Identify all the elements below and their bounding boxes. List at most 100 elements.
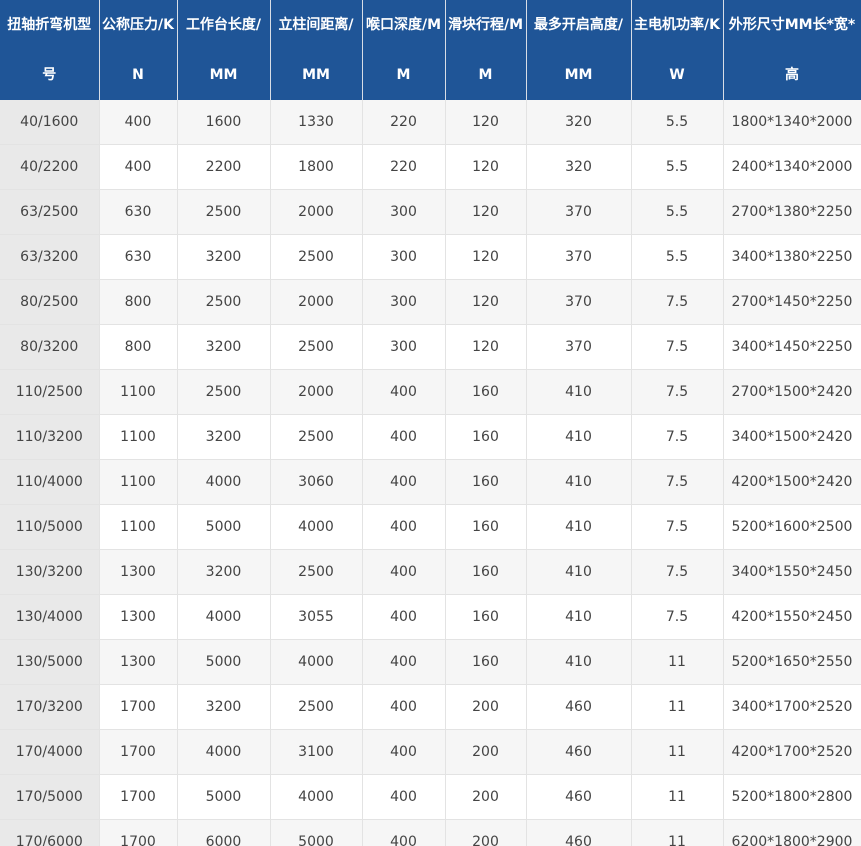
data-cell: 2500	[177, 189, 271, 235]
data-cell: 2400*1340*2000	[723, 144, 861, 190]
data-cell: 410	[526, 504, 632, 550]
header-cell: 最多开启高度/MM	[526, 0, 632, 100]
data-cell: 160	[445, 459, 527, 505]
data-cell: 1700	[99, 684, 178, 730]
data-cell: 370	[526, 234, 632, 280]
data-cell: 11	[631, 729, 724, 775]
data-cell: 3100	[270, 729, 363, 775]
data-cell: 200	[445, 729, 527, 775]
header-cell: 工作台长度/MM	[177, 0, 271, 100]
data-cell: 1800	[270, 144, 363, 190]
data-cell: 400	[362, 819, 446, 846]
model-cell: 40/1600	[0, 100, 100, 145]
data-cell: 2700*1500*2420	[723, 369, 861, 415]
header-cell: 喉口深度/MM	[362, 0, 446, 100]
model-cell: 110/4000	[0, 459, 100, 505]
data-cell: 120	[445, 324, 527, 370]
table-row: 40/1600 400 1600 1330 220 120 320 5.5 1800*1340*…	[0, 100, 861, 145]
data-cell: 2500	[270, 414, 363, 460]
data-cell: 160	[445, 639, 527, 685]
data-cell: 410	[526, 549, 632, 595]
data-cell: 120	[445, 100, 527, 145]
data-cell: 1300	[99, 639, 178, 685]
data-cell: 320	[526, 100, 632, 145]
data-cell: 400	[362, 684, 446, 730]
data-cell: 11	[631, 774, 724, 820]
data-cell: 160	[445, 549, 527, 595]
data-cell: 3400*1450*2250	[723, 324, 861, 370]
header-cell: 扭轴折弯机型号	[0, 0, 100, 100]
data-cell: 2000	[270, 279, 363, 325]
table-row: 130/5000 1300 5000 4000 400 160 410 11 5200*1650…	[0, 639, 861, 685]
data-cell: 220	[362, 144, 446, 190]
header-cell: 公称压力/KN	[99, 0, 178, 100]
model-cell: 130/4000	[0, 594, 100, 640]
data-cell: 160	[445, 369, 527, 415]
data-cell: 320	[526, 144, 632, 190]
data-cell: 5200*1600*2500	[723, 504, 861, 550]
data-cell: 1300	[99, 549, 178, 595]
table-row: 110/5000 1100 5000 4000 400 160 410 7.5 5200*160…	[0, 504, 861, 550]
data-cell: 11	[631, 819, 724, 846]
model-cell: 40/2200	[0, 144, 100, 190]
model-cell: 63/3200	[0, 234, 100, 280]
data-cell: 2500	[177, 369, 271, 415]
data-cell: 2000	[270, 189, 363, 235]
data-cell: 3200	[177, 234, 271, 280]
data-cell: 160	[445, 504, 527, 550]
table-row: 130/4000 1300 4000 3055 400 160 410 7.5 4200*155…	[0, 594, 861, 640]
data-cell: 120	[445, 234, 527, 280]
table-row: 170/4000 1700 4000 3100 400 200 460 11 4200*1700…	[0, 729, 861, 775]
data-cell: 5.5	[631, 234, 724, 280]
table-body: 40/1600 400 1600 1330 220 120 320 5.5 1800*1340*…	[0, 100, 861, 846]
header-cell: 外形尺寸MM长*宽*高	[723, 0, 861, 100]
data-cell: 4200*1550*2450	[723, 594, 861, 640]
data-cell: 1800*1340*2000	[723, 100, 861, 145]
data-cell: 120	[445, 144, 527, 190]
data-cell: 1700	[99, 729, 178, 775]
data-cell: 220	[362, 100, 446, 145]
table-row: 110/4000 1100 4000 3060 400 160 410 7.5 4200*150…	[0, 459, 861, 505]
data-cell: 1100	[99, 504, 178, 550]
data-cell: 7.5	[631, 594, 724, 640]
data-cell: 5000	[177, 774, 271, 820]
data-cell: 7.5	[631, 414, 724, 460]
data-cell: 400	[362, 729, 446, 775]
model-cell: 170/5000	[0, 774, 100, 820]
data-cell: 3055	[270, 594, 363, 640]
table-row: 40/2200 400 2200 1800 220 120 320 5.5 2400*1340*…	[0, 144, 861, 190]
data-cell: 1700	[99, 774, 178, 820]
data-cell: 400	[362, 549, 446, 595]
data-cell: 1700	[99, 819, 178, 846]
data-cell: 4000	[270, 639, 363, 685]
data-cell: 3400*1380*2250	[723, 234, 861, 280]
data-cell: 800	[99, 279, 178, 325]
data-cell: 410	[526, 594, 632, 640]
model-cell: 110/5000	[0, 504, 100, 550]
data-cell: 400	[362, 774, 446, 820]
data-cell: 2700*1380*2250	[723, 189, 861, 235]
header-cell: 立柱间距离/MM	[270, 0, 363, 100]
data-cell: 2500	[270, 684, 363, 730]
data-cell: 5000	[177, 639, 271, 685]
data-cell: 630	[99, 189, 178, 235]
data-cell: 410	[526, 414, 632, 460]
table-row: 110/2500 1100 2500 2000 400 160 410 7.5 2700*150…	[0, 369, 861, 415]
data-cell: 370	[526, 324, 632, 370]
data-cell: 3400*1500*2420	[723, 414, 861, 460]
header-cell: 滑块行程/MM	[445, 0, 527, 100]
data-cell: 400	[99, 100, 178, 145]
data-cell: 800	[99, 324, 178, 370]
data-cell: 200	[445, 684, 527, 730]
data-cell: 400	[99, 144, 178, 190]
data-cell: 1100	[99, 414, 178, 460]
data-cell: 120	[445, 279, 527, 325]
data-cell: 4000	[177, 459, 271, 505]
model-cell: 130/5000	[0, 639, 100, 685]
data-cell: 460	[526, 684, 632, 730]
model-cell: 80/3200	[0, 324, 100, 370]
data-cell: 5.5	[631, 189, 724, 235]
table-row: 63/2500 630 2500 2000 300 120 370 5.5 2700*1380*…	[0, 189, 861, 235]
